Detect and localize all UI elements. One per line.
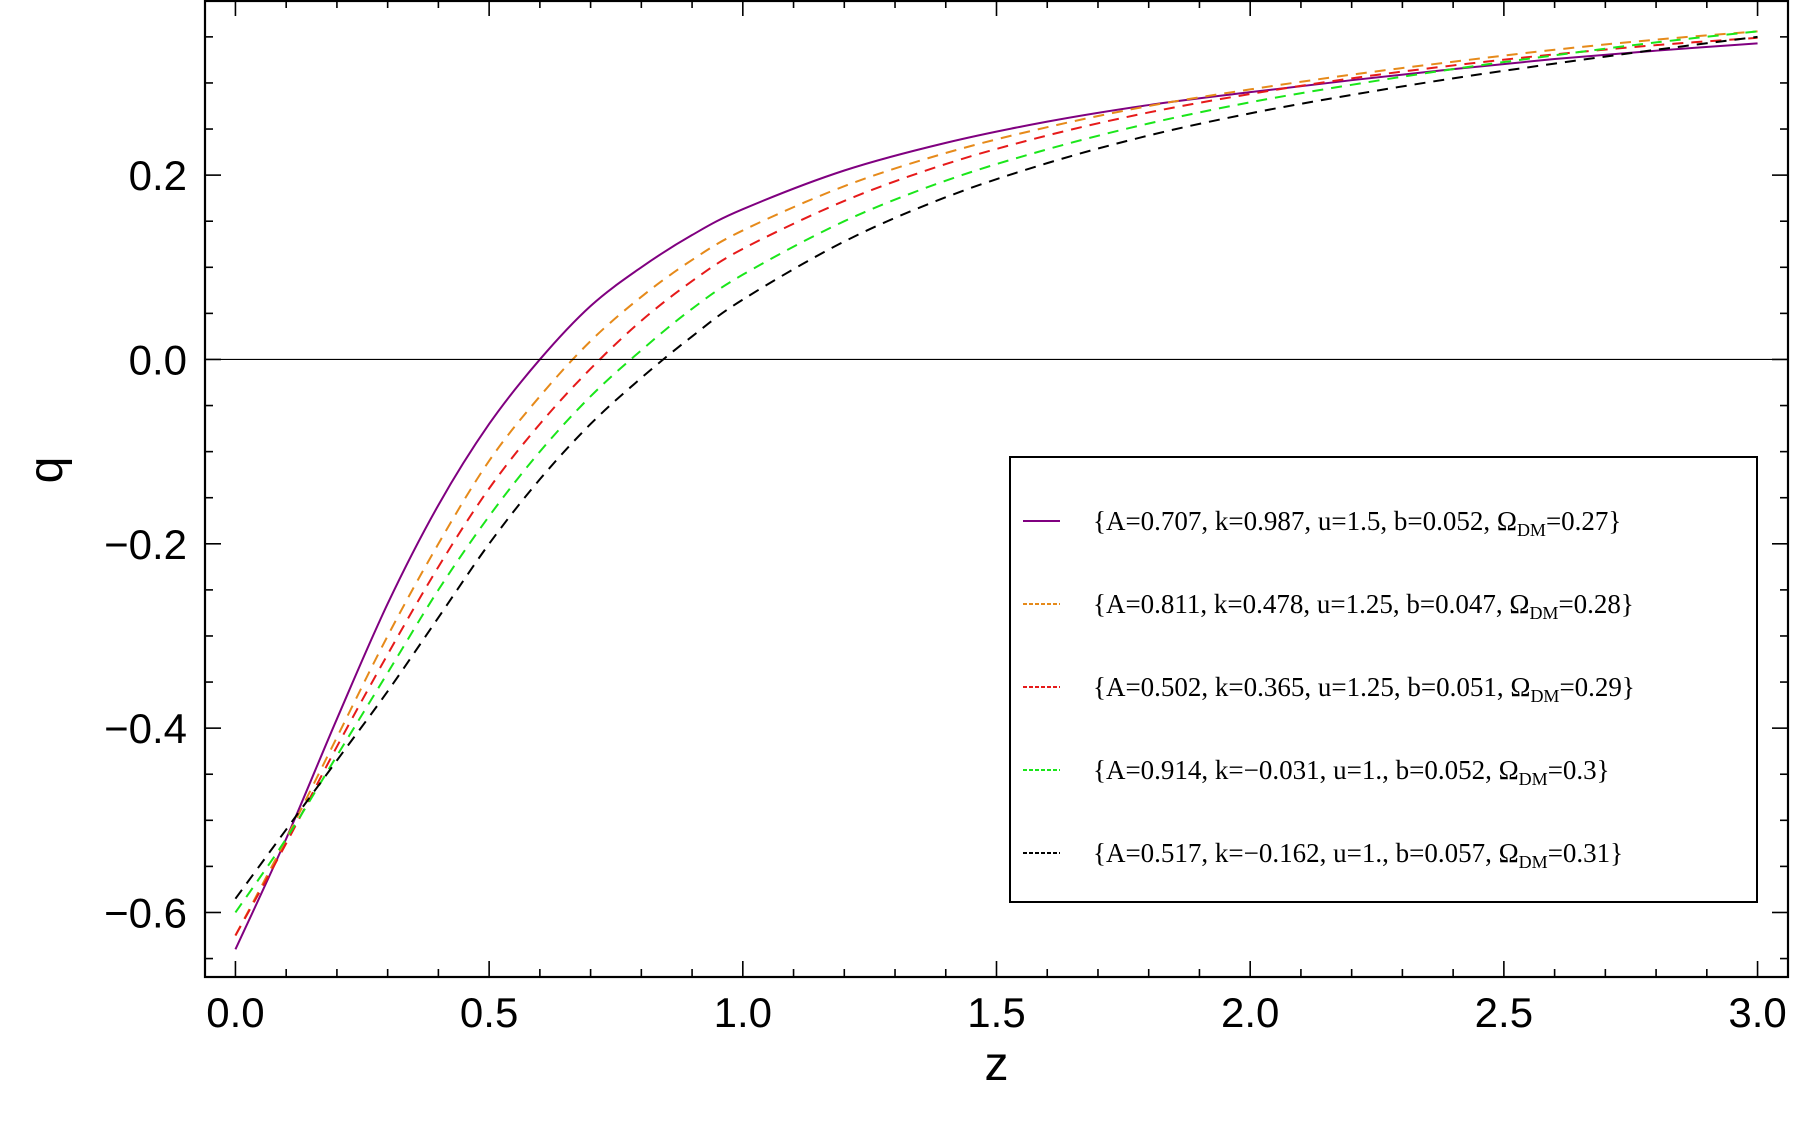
series-line-1 — [234, 42, 1758, 950]
y-tick-label: 0.2 — [129, 152, 187, 199]
series-line-5 — [234, 35, 1758, 900]
x-tick-label: 0.5 — [460, 989, 518, 1036]
y-tick-label: −0.2 — [104, 521, 187, 568]
legend-label-1: {A=0.707, k=0.987, u=1.5, b=0.052, ΩDM=0… — [1093, 506, 1621, 540]
legend-box — [1009, 456, 1758, 903]
legend-label-4: {A=0.914, k=−0.031, u=1., b=0.052, ΩDM=0… — [1093, 755, 1610, 789]
x-tick-label: 3.0 — [1728, 989, 1786, 1036]
x-tick-label: 2.0 — [1221, 989, 1279, 1036]
legend-label-2: {A=0.811, k=0.478, u=1.25, b=0.047, ΩDM=… — [1093, 589, 1634, 623]
y-tick-label: 0.0 — [129, 336, 187, 383]
x-axis-label: z — [985, 1038, 1009, 1091]
x-tick-label: 2.5 — [1475, 989, 1533, 1036]
y-tick-label: −0.4 — [104, 705, 187, 752]
x-tick-label: 1.5 — [967, 989, 1025, 1036]
ticks-layer: 0.0 0.5 1.0 1.5 2.0 2.5 3.0 −0.6 −0.4 −0.2 0.0 0.2 — [104, 0, 1788, 1036]
legend-label-5: {A=0.517, k=−0.162, u=1., b=0.057, ΩDM=0… — [1093, 838, 1623, 872]
series-layer — [234, 30, 1758, 950]
legend: {A=0.707, k=0.987, u=1.5, b=0.052, ΩDM=0… — [1009, 456, 1758, 903]
series-line-2 — [234, 30, 1758, 936]
x-tick-label: 1.0 — [714, 989, 772, 1036]
legend-label-3: {A=0.502, k=0.365, u=1.25, b=0.051, ΩDM=… — [1093, 672, 1635, 706]
series-line-3 — [234, 36, 1758, 937]
series-line-4 — [234, 30, 1758, 914]
y-tick-label: −0.6 — [104, 889, 187, 936]
y-axis-label: q — [20, 457, 73, 484]
x-tick-label: 0.0 — [206, 989, 264, 1036]
